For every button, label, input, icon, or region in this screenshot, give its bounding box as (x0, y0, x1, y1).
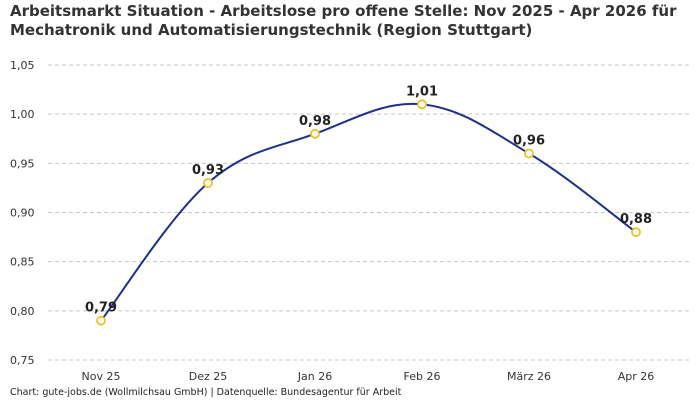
y-tick-label: 0,80 (10, 305, 35, 318)
data-point (417, 99, 427, 110)
data-markers (96, 99, 641, 326)
data-point (96, 315, 106, 326)
data-label: 0,88 (620, 212, 652, 227)
data-point (310, 128, 320, 139)
y-axis-tick-labels: 0,75 0,80 0,85 0,90 0,95 1,00 1,05 (10, 59, 35, 367)
data-label: 0,93 (192, 163, 224, 178)
x-tick-label: Apr 26 (618, 370, 655, 383)
data-label: 0,98 (299, 114, 331, 129)
x-tick-label: Feb 26 (404, 370, 441, 383)
data-label: 0,79 (85, 301, 117, 316)
chart-source-footer: Chart: gute-jobs.de (Wollmilchsau GmbH) … (10, 387, 402, 398)
data-point (203, 178, 213, 188)
chart-title: Arbeitsmarkt Situation - Arbeitslose pro… (10, 2, 677, 39)
data-point (524, 148, 534, 159)
data-label: 0,96 (513, 134, 545, 149)
x-tick-label: März 26 (507, 370, 551, 383)
series-line (100, 102, 637, 322)
y-tick-label: 0,85 (10, 256, 35, 269)
x-tick-label: Nov 25 (82, 370, 121, 383)
data-point (631, 227, 641, 238)
x-axis-tick-labels: Nov 25 Dez 25 Jan 26 Feb 26 März 26 Apr 26 (82, 370, 655, 383)
y-tick-label: 1,00 (10, 108, 35, 121)
data-label: 1,01 (406, 84, 438, 99)
y-tick-label: 0,90 (10, 207, 35, 220)
y-tick-label: 0,95 (10, 157, 35, 170)
data-labels: 0,79 0,93 0,98 1,01 0,96 0,88 (85, 84, 652, 315)
x-tick-label: Jan 26 (297, 370, 332, 383)
x-tick-label: Dez 25 (189, 370, 228, 383)
y-tick-label: 0,75 (10, 354, 35, 367)
y-tick-label: 1,05 (10, 59, 35, 72)
grid-lines (48, 64, 690, 361)
